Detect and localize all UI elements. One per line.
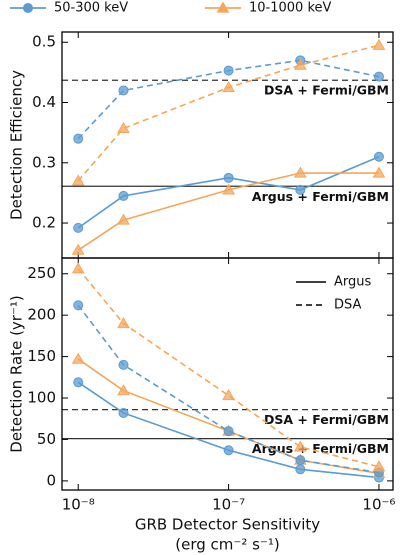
marker (71, 243, 85, 255)
marker (118, 407, 129, 418)
marker (223, 426, 234, 437)
legend-marker (216, 1, 230, 13)
marker (222, 80, 235, 93)
x-tick-label: 10⁻⁶ (362, 496, 395, 514)
y-tick-label: 150 (27, 347, 56, 365)
reference-label: DSA + Fermi/GBM (264, 412, 389, 427)
marker (73, 377, 84, 388)
y-tick-label: 0 (46, 471, 56, 489)
y-tick-label: 0.3 (32, 153, 56, 171)
x-axis-label: GRB Detector Sensitivity (135, 516, 320, 534)
marker (373, 151, 384, 162)
marker (295, 455, 306, 466)
marker (372, 38, 386, 50)
marker (73, 133, 84, 144)
marker (71, 262, 85, 274)
marker (222, 389, 235, 401)
legend-marker (23, 3, 33, 13)
marker (223, 65, 234, 76)
marker (71, 352, 85, 364)
y-tick-label: 100 (27, 389, 56, 407)
plot-frame (61, 257, 394, 491)
marker (372, 460, 386, 472)
y-axis-label: Detection Rate (yr⁻¹) (8, 295, 26, 452)
y-tick-label: 0.5 (32, 33, 56, 51)
marker (293, 166, 307, 178)
marker (117, 384, 130, 396)
marker (373, 71, 384, 82)
marker (71, 174, 85, 186)
y-tick-label: 0.2 (32, 214, 56, 232)
x-axis-units: (erg cm⁻² s⁻¹) (175, 536, 279, 554)
y-tick-label: 250 (27, 264, 56, 282)
legend-label: 10-1000 keV (249, 1, 332, 16)
marker (295, 464, 306, 475)
legend-label: DSA (334, 298, 362, 313)
marker (73, 222, 84, 233)
y-tick-label: 200 (27, 306, 56, 324)
marker (117, 213, 130, 225)
x-tick-label: 10⁻⁷ (212, 496, 245, 514)
marker (223, 445, 234, 456)
marker (293, 58, 307, 70)
marker (117, 316, 130, 329)
reference-label: DSA + Fermi/GBM (264, 83, 389, 98)
marker (295, 184, 306, 195)
data-line (77, 268, 380, 468)
marker (222, 183, 235, 195)
legend-label: Argus (334, 275, 372, 290)
reference-label: Argus + Fermi/GBM (252, 441, 389, 456)
marker (118, 359, 129, 370)
marker (223, 172, 234, 183)
data-line (77, 304, 380, 474)
marker (73, 300, 84, 311)
marker (118, 85, 129, 96)
reference-label: Argus + Fermi/GBM (252, 189, 389, 204)
marker (372, 166, 386, 178)
legend-label: 50-300 keV (54, 1, 128, 16)
marker (293, 440, 307, 452)
y-tick-label: 0.4 (32, 93, 56, 111)
marker (117, 121, 130, 134)
y-tick-label: 50 (37, 430, 56, 448)
x-tick-label: 10⁻⁸ (62, 496, 95, 514)
marker (118, 190, 129, 201)
y-axis-label: Detection Efficiency (8, 70, 26, 220)
